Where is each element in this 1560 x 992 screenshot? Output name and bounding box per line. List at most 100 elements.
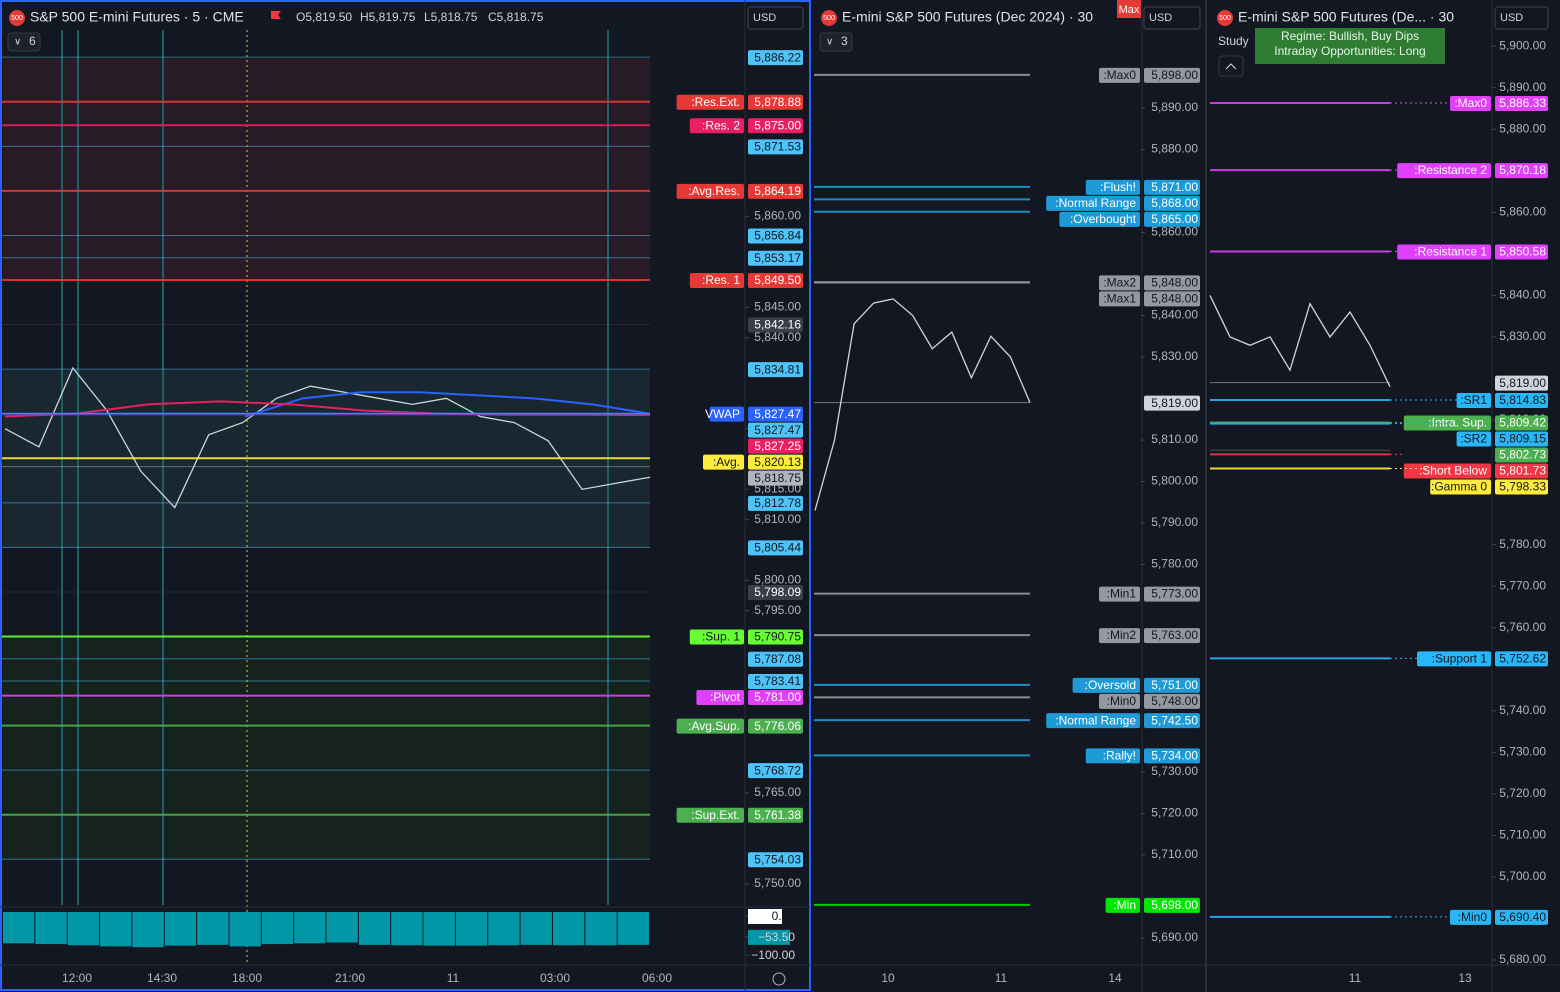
oscillator-label: −100.00 [751, 948, 795, 962]
overlay-line [244, 391, 651, 418]
ohlc-value: C5,818.75 [488, 10, 544, 24]
level-tag [1105, 897, 1140, 913]
price-box-label: 5,871.53 [754, 139, 801, 153]
price-box-label: 5,814.83 [1499, 393, 1546, 407]
price-box [748, 690, 803, 706]
price-box [1495, 95, 1548, 111]
oscillator-bar [100, 912, 132, 947]
price-box [1495, 163, 1548, 179]
price-box-label: 5,812.78 [754, 496, 801, 510]
price-box-label: 5,754.03 [754, 852, 801, 866]
price-box [748, 674, 803, 690]
support-zone [3, 637, 650, 860]
price-box-label: 5,848.00 [1151, 275, 1198, 289]
settings-icon[interactable] [772, 972, 786, 986]
time-label: 18:00 [232, 971, 262, 985]
price-box [1144, 713, 1200, 729]
currency: USD [1500, 12, 1523, 24]
level-tag-label: :Min [1113, 898, 1136, 912]
y-tick-label: 5,710.00 [1151, 847, 1198, 861]
level-tag-label: :Res. 2 [702, 118, 740, 132]
flag-icon[interactable] [271, 11, 281, 19]
level-tag [1456, 431, 1491, 447]
price-box [1144, 748, 1200, 764]
price-box-label: 5,819.00 [1151, 396, 1198, 410]
y-tick-label: 5,880.00 [1151, 142, 1198, 156]
price-box-label: 5,787.08 [754, 652, 801, 666]
ohlc-value: L5,818.75 [424, 10, 478, 24]
level-tag-label: :Res. 1 [702, 273, 740, 287]
level-tag [1046, 195, 1140, 211]
price-box [748, 584, 803, 600]
indicator-toggle[interactable] [7, 32, 41, 52]
price-box [1144, 586, 1200, 602]
price-box-label: 5,827.25 [754, 439, 801, 453]
price-line [4, 366, 651, 509]
level-tag [676, 183, 744, 199]
price-box-label: 5,898.00 [1151, 68, 1198, 82]
price-box [748, 540, 803, 556]
price-box-label: 5,801.73 [1499, 464, 1546, 478]
currency-select[interactable] [1494, 6, 1549, 30]
level-tag-label: :Flush! [1100, 180, 1136, 194]
y-tick-label: 5,765.00 [754, 785, 801, 799]
level-tag [1403, 415, 1491, 431]
y-tick-label: 5,710.00 [1499, 828, 1546, 842]
price-box [748, 422, 803, 438]
ohlc-value: O5,819.50 [296, 10, 352, 24]
price-box-label: 5,748.00 [1151, 694, 1198, 708]
y-tick-label: 5,900.00 [1499, 38, 1546, 52]
indicator-toggle[interactable] [819, 32, 853, 52]
y-tick-label: 5,830.00 [1151, 349, 1198, 363]
price-box [748, 406, 803, 422]
oscillator-box [748, 929, 790, 945]
oscillator-bar [423, 912, 455, 946]
level-tag [676, 94, 744, 110]
symbol-icon-text: 500 [11, 15, 23, 22]
level-tag [1099, 275, 1140, 291]
currency-select[interactable] [1143, 6, 1201, 30]
level-tag [696, 690, 744, 706]
oscillator-bar [197, 912, 229, 945]
level-tag [703, 454, 744, 470]
resistance-zone [3, 58, 650, 280]
oscillator-bar [261, 912, 294, 945]
price-box [1144, 693, 1200, 709]
time-label: 14 [1108, 971, 1122, 985]
currency-select[interactable] [747, 6, 804, 30]
time-label: 06:00 [642, 971, 672, 985]
level-tag [676, 807, 744, 823]
level-tag [709, 406, 744, 422]
level-tag [1099, 67, 1140, 83]
level-tag [689, 629, 744, 645]
y-tick-label: 5,720.00 [1499, 786, 1546, 800]
time-label: 14:30 [147, 971, 177, 985]
price-box-label: 5,798.09 [754, 585, 801, 599]
level-tag [1417, 651, 1491, 667]
price-box [748, 454, 803, 470]
y-tick-label: 5,750.00 [754, 876, 801, 890]
price-box [748, 763, 803, 779]
level-tag [1085, 748, 1140, 764]
level-tag [1456, 392, 1491, 408]
level-tag [1099, 291, 1140, 307]
level-tag-label: :Sup.Ext. [691, 808, 740, 822]
y-tick-label: 5,680.00 [1499, 952, 1546, 966]
level-tag-label: :Min0 [1458, 910, 1488, 924]
level-tag-label: :Overbought [1070, 212, 1137, 226]
collapse-button[interactable] [1218, 55, 1244, 77]
oscillator-bar [358, 912, 391, 945]
y-tick-label: 5,840.00 [1499, 288, 1546, 302]
price-box [1495, 463, 1548, 479]
y-tick-label: 5,845.00 [754, 299, 801, 313]
level-tag-label: :Support 1 [1432, 652, 1488, 666]
price-box [748, 228, 803, 244]
level-tag-label: :Resistance 1 [1414, 245, 1487, 259]
price-box-label: 5,773.00 [1151, 587, 1198, 601]
price-box [1144, 67, 1200, 83]
y-tick-label: 5,840.00 [754, 330, 801, 344]
active-pane-frame [0, 0, 811, 991]
oscillator-bar [585, 912, 617, 946]
oscillator-bar [488, 912, 520, 946]
pane-title: S&P 500 E-mini Futures · 5 · CME [30, 9, 244, 25]
